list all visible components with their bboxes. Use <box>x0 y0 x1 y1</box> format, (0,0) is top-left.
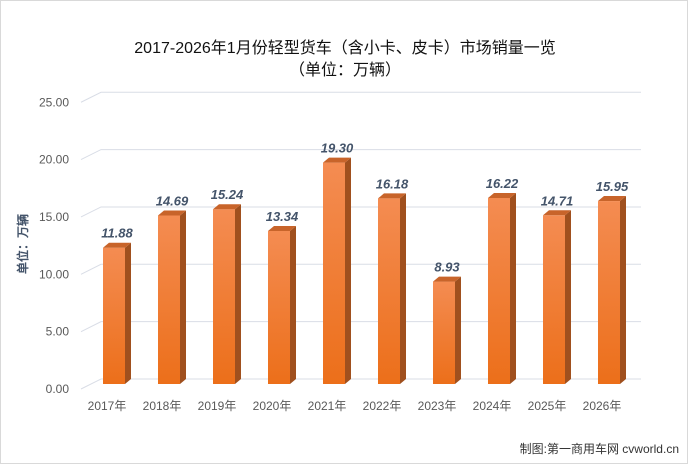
bar-front <box>158 215 180 384</box>
bar-side <box>455 276 461 384</box>
bar-side <box>235 204 241 384</box>
bar-top <box>543 210 571 216</box>
bar-top <box>158 210 186 216</box>
x-tick-label: 2025年 <box>528 399 567 413</box>
x-tick-label: 2020年 <box>253 399 292 413</box>
y-tick-label: 0.00 <box>46 382 70 396</box>
gridline <box>80 91 641 103</box>
data-label: 13.34 <box>266 209 299 224</box>
data-label: 16.22 <box>486 176 519 191</box>
bar-top <box>433 276 461 282</box>
bar-top <box>213 204 241 210</box>
bar-front <box>543 215 565 384</box>
y-tick-label: 25.00 <box>39 95 69 109</box>
bar-top <box>268 225 296 231</box>
y-tick-label: 15.00 <box>39 210 69 224</box>
data-label: 14.71 <box>541 193 574 208</box>
x-tick-label: 2017年 <box>88 399 127 413</box>
bar-side <box>345 157 351 384</box>
data-label: 15.95 <box>596 179 629 194</box>
data-label: 16.18 <box>376 176 409 191</box>
bar-side <box>510 192 516 384</box>
x-tick-label: 2019年 <box>198 399 237 413</box>
bar-top <box>323 157 351 163</box>
bar-top <box>378 193 406 199</box>
data-label: 11.88 <box>101 226 133 241</box>
x-tick-label: 2018年 <box>143 399 182 413</box>
y-tick-label: 20.00 <box>39 153 69 167</box>
data-label: 14.69 <box>156 194 189 209</box>
bar-front <box>213 209 235 384</box>
bar-side <box>400 193 406 384</box>
gridline <box>80 263 641 275</box>
bar-top <box>488 192 516 198</box>
bar-front <box>103 247 125 384</box>
chart-title: 2017-2026年1月份轻型货车（含小卡、皮卡）市场销量一览 <box>134 40 556 57</box>
data-label: 8.93 <box>434 260 460 275</box>
bar-side <box>620 196 626 384</box>
bar-front <box>598 201 620 384</box>
source-credit: 制图:第一商用车网 cvworld.cn <box>519 442 679 456</box>
chart-subtitle: （单位：万辆） <box>288 62 401 79</box>
x-tick-label: 2021年 <box>308 399 347 413</box>
bar-side <box>290 225 296 384</box>
bar-top <box>103 242 131 248</box>
bar-front <box>433 281 455 384</box>
bar-top <box>598 196 626 202</box>
bar-side <box>125 242 131 384</box>
x-tick-label: 2024年 <box>473 399 512 413</box>
bar-front <box>488 197 510 384</box>
x-tick-label: 2023年 <box>418 399 457 413</box>
bar-front <box>378 198 400 384</box>
gridline <box>80 149 641 161</box>
y-tick-label: 5.00 <box>46 325 70 339</box>
data-label: 15.24 <box>211 187 244 202</box>
bar-side <box>180 210 186 384</box>
bar-front <box>323 162 345 384</box>
bar-side <box>565 210 571 384</box>
x-tick-label: 2026年 <box>583 399 622 413</box>
x-tick-label: 2022年 <box>363 399 402 413</box>
y-axis-label: 单位：万辆 <box>15 214 30 274</box>
data-label: 19.30 <box>321 141 354 156</box>
gridline <box>80 206 641 218</box>
bar-front <box>268 230 290 384</box>
y-tick-label: 10.00 <box>39 267 69 281</box>
